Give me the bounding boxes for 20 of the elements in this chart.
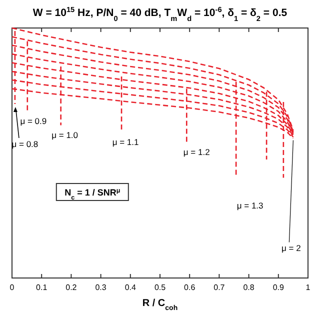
annotation: μ = 1.1 — [112, 137, 139, 148]
x-tick-label: 0.7 — [214, 283, 226, 292]
x-tick-label: 0.2 — [66, 283, 78, 292]
annotation: μ = 1.2 — [183, 147, 210, 158]
x-tick-label: 0.3 — [95, 283, 107, 292]
x-axis-title: R / C$_{coh}$ — [142, 298, 178, 312]
x-tick-label: 1 — [306, 283, 311, 292]
x-tick-label: 0.1 — [36, 283, 48, 292]
x-tick-label: 0 — [10, 283, 15, 292]
annotation: μ = 0.9 — [20, 116, 47, 126]
annotation: μ = 1.3 — [236, 200, 264, 211]
annotation: μ = 1.0 — [52, 130, 78, 140]
x-tick-label: 0.6 — [184, 283, 196, 292]
chart-title: W = 10$^{15}$ Hz, P/N$_{0}$ = 40 dB, T$_{m}$W$_{d}$ = 10$^{-6}$, δ$_{1}$ = δ$_{2}$ = 0.5 — [32, 4, 288, 22]
x-tick-label: 0.8 — [243, 283, 255, 292]
x-tick-label: 0.5 — [154, 283, 166, 292]
x-tick-label: 0.9 — [272, 283, 285, 292]
x-tick-label: 0.4 — [124, 283, 137, 292]
annotation: μ = 2 — [282, 243, 302, 254]
annotation: N$_{c}$ = 1 / SNR$^{μ}$ — [64, 187, 120, 201]
